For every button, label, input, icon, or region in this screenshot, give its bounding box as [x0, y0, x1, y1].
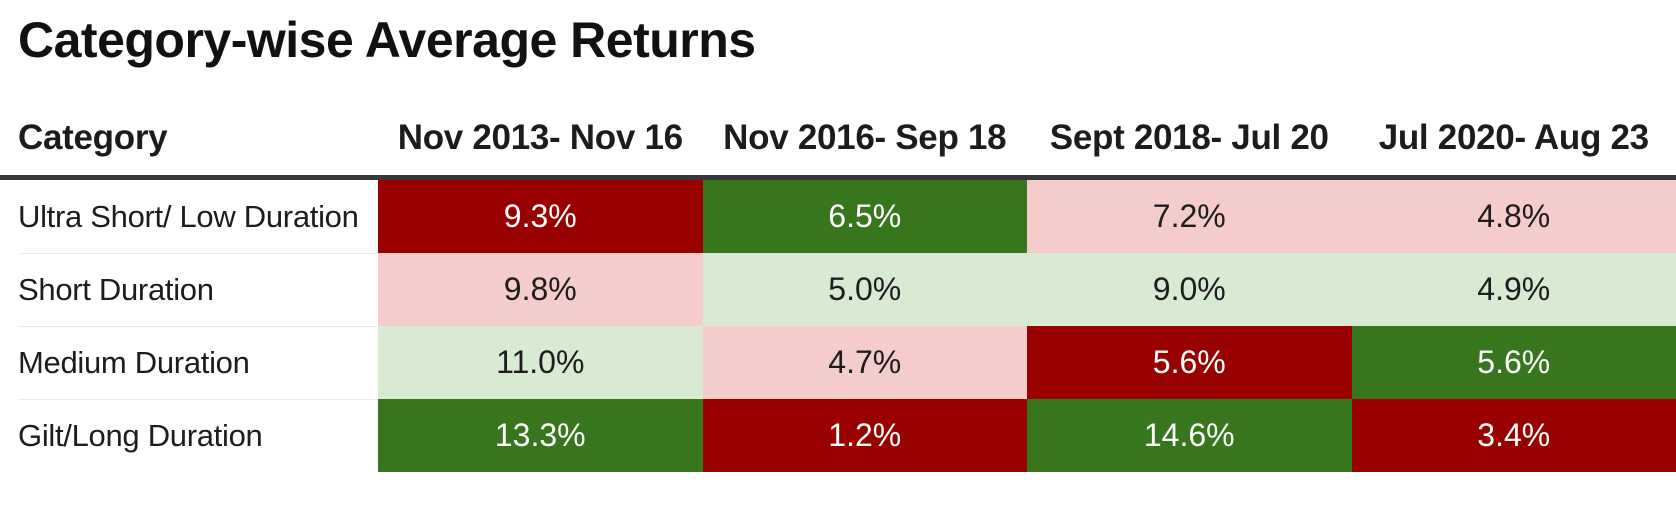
return-cell: 9.3% [378, 180, 703, 253]
return-cell: 9.8% [378, 253, 703, 326]
return-cell: 13.3% [378, 399, 703, 472]
return-cell: 4.7% [702, 326, 1027, 399]
return-cell: 7.2% [1027, 180, 1352, 253]
return-cell: 1.2% [702, 399, 1027, 472]
return-cell: 11.0% [378, 326, 703, 399]
table-row: Short Duration 9.8% 5.0% 9.0% 4.9% [0, 253, 1676, 326]
page-title: Category-wise Average Returns [18, 12, 756, 68]
return-cell: 3.4% [1351, 399, 1676, 472]
table-row: Gilt/Long Duration 13.3% 1.2% 14.6% 3.4% [0, 399, 1676, 472]
column-header-category: Category [18, 117, 168, 157]
column-header-period-1: Nov 2013- Nov 16 [397, 117, 683, 157]
table-row: Ultra Short/ Low Duration 9.3% 6.5% 7.2%… [0, 180, 1676, 253]
table-row: Medium Duration 11.0% 4.7% 5.6% 5.6% [0, 326, 1676, 399]
column-header-period-2: Nov 2016- Sep 18 [723, 117, 1007, 157]
return-cell: 5.6% [1351, 326, 1676, 399]
return-cell: 6.5% [702, 180, 1027, 253]
column-header-period-3: Sept 2018- Jul 20 [1049, 117, 1329, 157]
return-cell: 5.6% [1027, 326, 1352, 399]
column-header-period-4: Jul 2020- Aug 23 [1378, 117, 1649, 157]
row-category-label: Gilt/Long Duration [0, 399, 378, 472]
return-cell: 14.6% [1027, 399, 1352, 472]
returns-heatmap-table: Category Nov 2013- Nov 16 Nov 2016- Sep … [0, 100, 1676, 472]
return-cell: 9.0% [1027, 253, 1352, 326]
return-cell: 5.0% [702, 253, 1027, 326]
row-category-label: Medium Duration [0, 326, 378, 399]
row-category-label: Ultra Short/ Low Duration [0, 180, 378, 253]
row-category-label: Short Duration [0, 253, 378, 326]
table-header-row: Category Nov 2013- Nov 16 Nov 2016- Sep … [0, 100, 1676, 180]
return-cell: 4.9% [1351, 253, 1676, 326]
return-cell: 4.8% [1351, 180, 1676, 253]
